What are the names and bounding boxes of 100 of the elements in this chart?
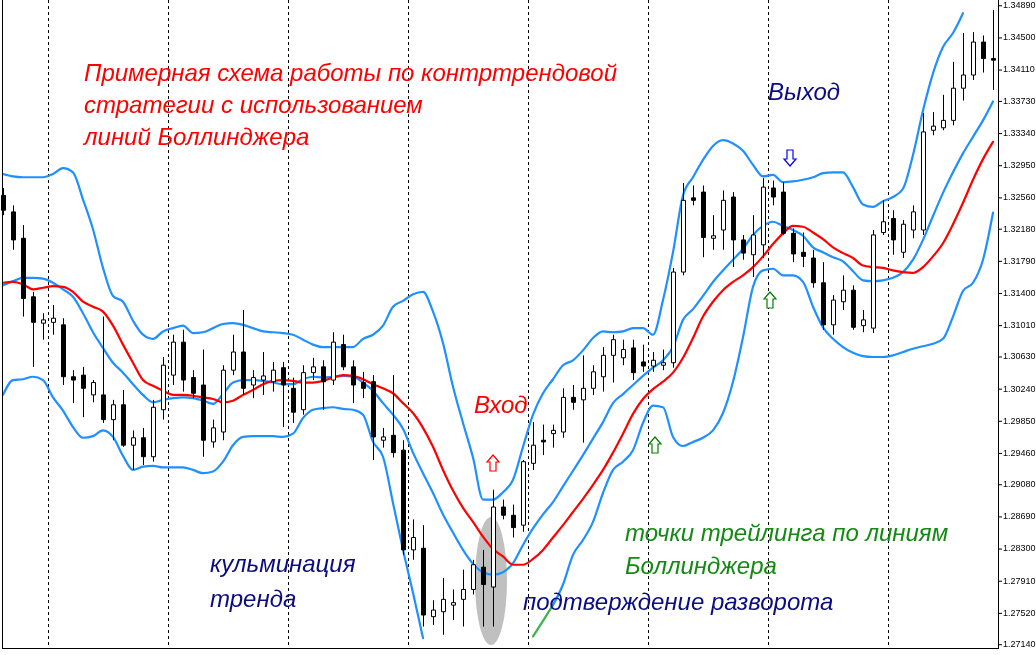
candlestick [251,369,256,399]
y-tick-label: 1.27520 [1003,607,1036,618]
candlestick [161,356,166,421]
candlestick [281,361,286,428]
candlestick [871,229,876,334]
text: Примерная схема работы по контртрендовой стратегии с использованием линий Боллинджера [82,59,618,150]
candlestick [361,371,366,399]
y-tick-label: 1.33340 [1003,127,1036,138]
candlestick [651,351,656,373]
y-tick-label: 1.27910 [1003,575,1036,586]
candlestick [471,559,476,595]
y-tick-label: 1.32950 [1003,160,1036,171]
candlestick [991,9,996,91]
candlestick [271,361,276,393]
y-tick-label: 1.31010 [1003,320,1036,331]
candlestick [781,181,786,236]
candlestick [801,231,806,268]
candlestick [191,369,196,399]
candlestick [31,291,36,368]
candlestick [811,249,816,289]
candlestick [641,344,646,373]
candlestick [391,374,396,459]
y-tick-label: 1.29850 [1003,415,1036,426]
candlestick [741,234,746,261]
candlestick [131,429,136,471]
candlestick [241,309,246,396]
candlestick [701,185,706,258]
candlestick [881,199,886,236]
candlestick [791,227,796,263]
candlestick [511,504,516,539]
candlestick [941,94,946,131]
y-tick-label: 1.30240 [1003,383,1036,394]
annotation: кульминация тренда [210,550,356,612]
candlestick [331,331,336,386]
candlestick [91,379,96,403]
candlestick [891,209,896,256]
y-tick-label: 1.29080 [1003,479,1036,490]
candlestick [171,334,176,386]
candlestick [261,351,266,396]
candlestick [101,316,106,424]
candlestick [81,366,86,418]
candlestick [761,177,766,259]
line-series [1,12,965,501]
candlestick [111,399,116,441]
candlestick [51,304,56,336]
candlestick [381,427,386,449]
candlestick [691,185,696,206]
candlestick [771,180,776,206]
candlestick [461,569,466,628]
candlestick [601,346,606,393]
candlestick [11,204,16,251]
candlestick [841,274,846,311]
candlestick [631,339,636,381]
y-tick-label: 1.29460 [1003,447,1036,458]
candlestick [711,214,716,251]
candlestick [961,32,966,102]
candlestick [211,419,216,449]
candlestick [661,349,666,371]
candlestick [931,111,936,136]
candlestick [971,31,976,81]
candlestick [201,349,206,458]
candlestick [151,399,156,463]
candlestick [481,549,486,628]
candlestick [61,317,66,386]
candlestick [821,261,826,331]
candlestick [831,294,836,336]
y-tick-label: 1.30630 [1003,351,1036,362]
y-tick-label: 1.27140 [1003,639,1036,650]
candlestick [441,577,446,636]
candlestick [911,204,916,239]
candlestick [451,588,456,621]
y-tick-label: 1.34500 [1003,32,1036,43]
candlestick [501,499,506,520]
candlestick [951,61,956,126]
candlestick [721,189,726,251]
candlestick [491,489,496,628]
candlestick [221,364,226,441]
candlestick [341,334,346,371]
candlestick [671,267,676,369]
y-tick-label: 1.34110 [1003,64,1035,75]
candlestick [41,312,46,341]
candlestick [681,182,686,276]
candlestick [311,357,316,381]
y-tick-label: 1.31790 [1003,255,1036,266]
candlestick [231,334,236,376]
candlestick [851,284,856,331]
candlestick [371,374,376,461]
candlestick [571,384,576,411]
y-tick-label: 1.34890 [1003,0,1036,11]
candlestick [981,34,986,74]
candlestick [421,524,426,628]
candlestick [411,518,416,561]
y-tick-label: 1.28690 [1003,511,1036,522]
y-tick-label: 1.31400 [1003,287,1036,298]
candlestick [321,359,326,411]
candlestick [531,421,536,471]
candlestick [401,439,406,556]
annotation: Выход [768,78,841,105]
candlestick [431,599,436,626]
candlestick [551,424,556,449]
